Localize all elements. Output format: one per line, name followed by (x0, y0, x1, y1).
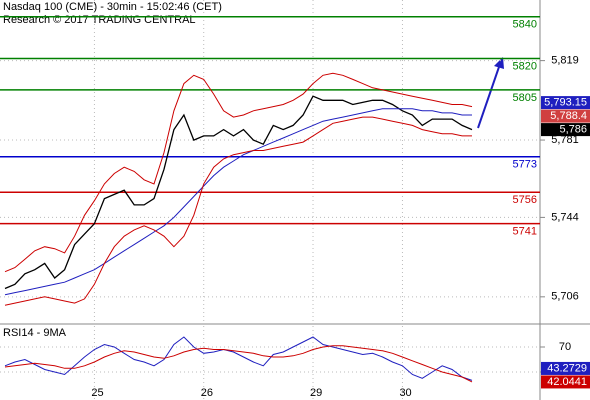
level-label: 5756 (513, 194, 537, 206)
series-line (4, 345, 473, 383)
value-box (541, 361, 590, 375)
value-box (541, 375, 590, 389)
forecast-arrowhead (494, 57, 504, 69)
x-tick-label: 29 (310, 387, 322, 399)
level-label: 5805 (513, 92, 537, 104)
value-box-label: 5,786 (559, 124, 587, 136)
x-tick-label: 30 (399, 387, 411, 399)
series-line (4, 116, 472, 306)
value-box (541, 96, 590, 110)
y-tick-label: 5,744 (551, 211, 579, 223)
series-line (4, 95, 473, 290)
x-tick-label: 25 (91, 387, 103, 399)
level-label: 5741 (513, 226, 537, 238)
series-line (4, 108, 472, 296)
chart-title: Nasdaq 100 (CME) - 30min - 15:02:46 (CET… (3, 1, 222, 13)
value-box-label: 43.2729 (547, 362, 587, 374)
level-label: 5840 (513, 19, 537, 31)
series-line (4, 336, 473, 381)
y-tick-label: 5,819 (551, 55, 579, 67)
chart-subtitle: Research © 2017 TRADING CENTRAL (3, 14, 196, 26)
value-box-label: 5,788.4 (550, 110, 587, 122)
y-tick-label: 5,706 (551, 291, 579, 303)
y-tick-label: 5,781 (551, 134, 579, 146)
value-box (541, 123, 590, 137)
series-line (4, 72, 473, 273)
level-label: 5820 (513, 60, 537, 72)
value-box (541, 109, 590, 123)
value-box-label: 5,793.15 (544, 97, 587, 109)
level-label: 5773 (513, 159, 537, 171)
rsi-title: RSI14 - 9MA (3, 327, 67, 339)
x-tick-label: 26 (201, 387, 213, 399)
value-box-label: 42.0441 (547, 376, 587, 388)
y-tick-label: 70 (559, 341, 571, 353)
forecast-arrow (477, 63, 501, 129)
